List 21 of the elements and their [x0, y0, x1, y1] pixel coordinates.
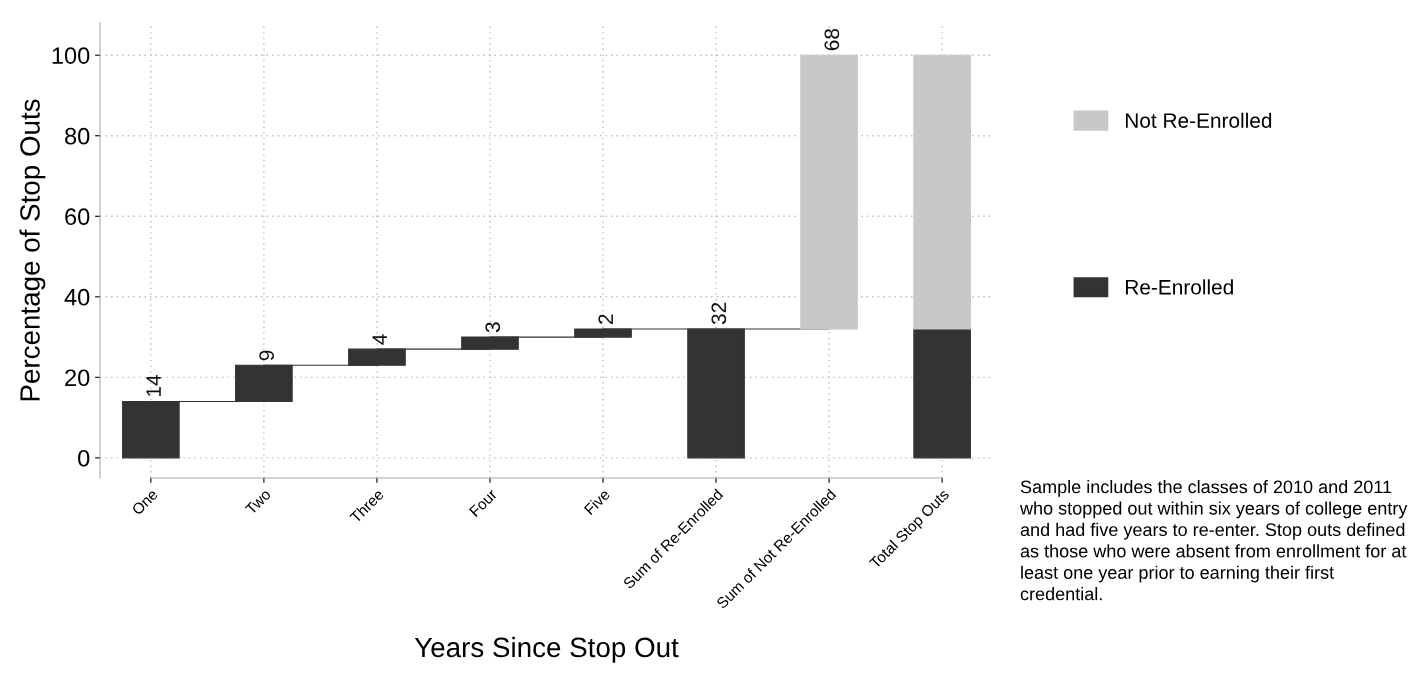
data-label: 68 [824, 28, 840, 51]
x-tick-label: One [131, 488, 159, 516]
y-axis-title: Percentage of Stop Outs [19, 99, 46, 401]
y-tick-label: 80 [65, 127, 90, 145]
x-tick-label: Two [244, 488, 272, 516]
data-label: 32 [711, 302, 727, 325]
y-tick-label: 100 [52, 47, 90, 64]
x-tick-label: Five [583, 488, 611, 516]
y-tick-label: 0 [78, 449, 90, 467]
legend-label: Not Re-Enrolled [1125, 112, 1272, 128]
x-axis-title: Years Since Stop Out [414, 636, 679, 663]
y-tick-label: 60 [65, 208, 90, 226]
legend-label: Re-Enrolled [1125, 279, 1233, 295]
data-label: 4 [372, 334, 387, 345]
text: Sample includes the classes of 2010 and 2011 who stopped out within six years of college entry and had five years to re-enter. Stop outs defined as those who were absent from enrollment for at least one year prior to earning their first credential. [1019, 480, 1408, 601]
y-tick-label: 20 [65, 369, 90, 387]
data-label: 3 [485, 322, 501, 333]
data-label: 2 [598, 314, 613, 324]
data-label: 14 [146, 374, 161, 396]
y-tick-label: 40 [64, 288, 90, 306]
data-label: 9 [259, 350, 275, 361]
